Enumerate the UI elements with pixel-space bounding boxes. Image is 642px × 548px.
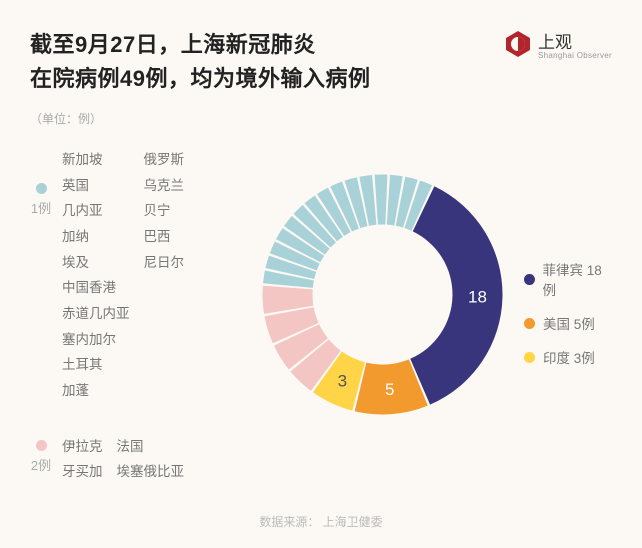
country-name: 尼日尔 bbox=[144, 250, 185, 276]
country-name: 赤道几内亚 bbox=[62, 301, 130, 327]
infographic-card: 截至9月27日，上海新冠肺炎 在院病例49例，均为境外输入病例 上观 Shang… bbox=[0, 0, 642, 548]
legend-dot-icon bbox=[524, 318, 535, 329]
country-name: 埃及 bbox=[62, 250, 130, 276]
category-label: 1例 bbox=[30, 183, 52, 217]
category-names: 新加坡英国几内亚加纳埃及中国香港赤道几内亚 俄罗斯乌克兰贝宁巴西尼日尔塞内加尔土耳… bbox=[62, 147, 260, 403]
brand-name: 上观 bbox=[538, 33, 572, 52]
country-name: 乌克兰 bbox=[144, 173, 185, 199]
country-name: 中国香港 bbox=[62, 275, 130, 301]
slice-value-label: 5 bbox=[385, 380, 394, 399]
category-dot-icon bbox=[36, 183, 47, 194]
country-name: 巴西 bbox=[144, 224, 185, 250]
data-source: 数据来源： 上海卫健委 bbox=[0, 513, 642, 530]
country-name: 加纳 bbox=[62, 224, 130, 250]
category-dot-icon bbox=[36, 440, 47, 451]
legend-row: 美国 5例 bbox=[524, 313, 612, 333]
category-label: 2例 bbox=[30, 440, 52, 474]
left-categories: 1例 新加坡英国几内亚加纳埃及中国香港赤道几内亚 俄罗斯乌克兰贝宁巴西尼日尔塞内加尔… bbox=[30, 147, 260, 515]
category-block: 2例伊拉克牙买加法国埃塞俄比亚 bbox=[30, 434, 260, 485]
legend-row: 印度 3例 bbox=[524, 347, 612, 367]
slice-value-label: 3 bbox=[338, 372, 347, 391]
legend-label: 美国 5例 bbox=[543, 313, 595, 333]
country-name: 塞内加尔 bbox=[62, 327, 116, 353]
legend-label: 菲律宾 18例 bbox=[543, 259, 613, 299]
logo-icon bbox=[504, 30, 532, 58]
right-legend: 菲律宾 18例美国 5例印度 3例 bbox=[524, 259, 612, 381]
country-name: 伊拉克 bbox=[62, 434, 103, 460]
legend-label: 印度 3例 bbox=[543, 347, 595, 367]
legend-dot-icon bbox=[524, 352, 535, 363]
brand-logo: 上观 Shanghai Observer bbox=[504, 28, 612, 60]
donut-slice bbox=[410, 186, 502, 404]
country-name: 牙买加 bbox=[62, 459, 103, 485]
country-name: 英国 bbox=[62, 173, 130, 199]
category-count: 2例 bbox=[31, 455, 51, 474]
category-count: 1例 bbox=[31, 198, 51, 217]
country-name: 俄罗斯 bbox=[144, 147, 185, 173]
legend-row: 菲律宾 18例 bbox=[524, 259, 612, 299]
country-name: 埃塞俄比亚 bbox=[117, 459, 185, 485]
country-name: 土耳其 bbox=[62, 352, 116, 378]
slice-value-label: 18 bbox=[468, 288, 487, 307]
donut-chart: 1853 bbox=[255, 167, 510, 422]
country-name: 几内亚 bbox=[62, 198, 130, 224]
source-name: 上海卫健委 bbox=[323, 515, 383, 529]
source-label: 数据来源： bbox=[259, 515, 319, 529]
unit-label: （单位：例） bbox=[30, 110, 612, 127]
category-block: 1例 新加坡英国几内亚加纳埃及中国香港赤道几内亚 俄罗斯乌克兰贝宁巴西尼日尔塞内加尔… bbox=[30, 147, 260, 403]
category-names: 伊拉克牙买加法国埃塞俄比亚 bbox=[62, 434, 198, 485]
country-name: 新加坡 bbox=[62, 147, 130, 173]
brand-subtitle: Shanghai Observer bbox=[538, 51, 612, 60]
country-name: 贝宁 bbox=[144, 198, 185, 224]
title-line-1: 截至9月27日，上海新冠肺炎 bbox=[30, 32, 316, 57]
title-line-2: 在院病例49例，均为境外输入病例 bbox=[30, 66, 370, 91]
donut-slice bbox=[375, 175, 388, 225]
country-name: 加蓬 bbox=[62, 378, 116, 404]
legend-dot-icon bbox=[524, 274, 535, 285]
country-name: 法国 bbox=[117, 434, 185, 460]
header: 截至9月27日，上海新冠肺炎 在院病例49例，均为境外输入病例 上观 Shang… bbox=[30, 28, 612, 127]
